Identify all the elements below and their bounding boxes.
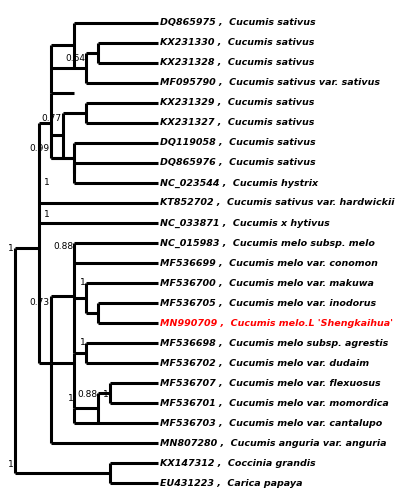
Text: KX231327 ,  Cucumis sativus: KX231327 , Cucumis sativus	[160, 118, 315, 128]
Text: 0.73: 0.73	[29, 298, 50, 307]
Text: KT852702 ,  Cucumis sativus var. hardwickii: KT852702 , Cucumis sativus var. hardwick…	[160, 198, 395, 207]
Text: MF536705 ,  Cucumis melo var. inodorus: MF536705 , Cucumis melo var. inodorus	[160, 298, 377, 308]
Text: KX231330 ,  Cucumis sativus: KX231330 , Cucumis sativus	[160, 38, 315, 48]
Text: MF536698 ,  Cucumis melo subsp. agrestis: MF536698 , Cucumis melo subsp. agrestis	[160, 338, 389, 347]
Text: MF536702 ,  Cucumis melo var. dudaim: MF536702 , Cucumis melo var. dudaim	[160, 358, 370, 368]
Text: DQ119058 ,  Cucumis sativus: DQ119058 , Cucumis sativus	[160, 138, 316, 147]
Text: DQ865976 ,  Cucumis sativus: DQ865976 , Cucumis sativus	[160, 158, 316, 168]
Text: 1: 1	[44, 210, 50, 219]
Text: 0.88: 0.88	[77, 390, 97, 399]
Text: NC_033871 ,  Cucumis x hytivus: NC_033871 , Cucumis x hytivus	[160, 218, 330, 228]
Text: 1: 1	[79, 278, 85, 287]
Text: MF536700 ,  Cucumis melo var. makuwa: MF536700 , Cucumis melo var. makuwa	[160, 278, 374, 287]
Text: NC_015983 ,  Cucumis melo subsp. melo: NC_015983 , Cucumis melo subsp. melo	[160, 238, 375, 248]
Text: NC_023544 ,  Cucumis hystrix: NC_023544 , Cucumis hystrix	[160, 178, 319, 188]
Text: MF536701 ,  Cucumis melo var. momordica: MF536701 , Cucumis melo var. momordica	[160, 398, 389, 407]
Text: MF536699 ,  Cucumis melo var. conomon: MF536699 , Cucumis melo var. conomon	[160, 258, 378, 268]
Text: 1: 1	[68, 394, 73, 403]
Text: 1: 1	[8, 460, 14, 469]
Text: MF536703 ,  Cucumis melo var. cantalupo: MF536703 , Cucumis melo var. cantalupo	[160, 418, 383, 428]
Text: 1: 1	[103, 390, 109, 399]
Text: MN990709 ,  Cucumis melo.L 'Shengkaihua': MN990709 , Cucumis melo.L 'Shengkaihua'	[160, 318, 393, 328]
Text: 0.99: 0.99	[29, 144, 50, 153]
Text: KX147312 ,  Coccinia grandis: KX147312 , Coccinia grandis	[160, 458, 316, 468]
Text: 0.77: 0.77	[41, 114, 61, 123]
Text: MF095790 ,  Cucumis sativus var. sativus: MF095790 , Cucumis sativus var. sativus	[160, 78, 380, 88]
Text: KX231328 ,  Cucumis sativus: KX231328 , Cucumis sativus	[160, 58, 315, 68]
Text: KX231329 ,  Cucumis sativus: KX231329 , Cucumis sativus	[160, 98, 315, 108]
Text: 0.88: 0.88	[53, 242, 73, 251]
Text: 1: 1	[79, 338, 85, 347]
Text: 0.64: 0.64	[65, 54, 85, 63]
Text: 1: 1	[44, 178, 50, 187]
Text: DQ865975 ,  Cucumis sativus: DQ865975 , Cucumis sativus	[160, 18, 316, 28]
Text: MF536707 ,  Cucumis melo var. flexuosus: MF536707 , Cucumis melo var. flexuosus	[160, 378, 381, 388]
Text: MN807280 ,  Cucumis anguria var. anguria: MN807280 , Cucumis anguria var. anguria	[160, 438, 387, 448]
Text: EU431223 ,  Carica papaya: EU431223 , Carica papaya	[160, 478, 303, 488]
Text: 1: 1	[8, 244, 14, 253]
